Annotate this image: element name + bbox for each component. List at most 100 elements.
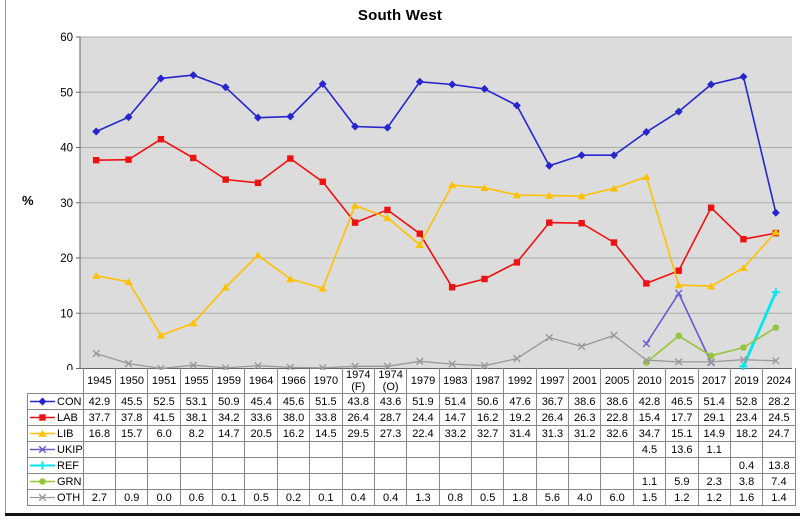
value-cell: 2.7 [82,489,117,506]
legend-label: GRN [57,475,82,488]
value-cell: 52.5 [147,393,181,410]
value-cell: 42.9 [82,393,117,410]
square-marker [222,176,229,183]
square-marker [610,239,618,246]
triangle-marker [189,319,198,327]
value-cell [470,441,505,458]
x-axis-label: 1959 [212,368,246,394]
value-cell [406,473,440,490]
triangle-marker [577,192,586,200]
value-cell: 1.3 [406,489,440,506]
x-axis-label: 1983 [438,368,473,394]
value-cell: 0.1 [212,489,246,506]
value-cell: 0.0 [147,489,181,506]
value-cell [373,457,408,474]
table-row-OTH: OTH 2.7 0.9 0.0 0.6 0.1 0.5 0.2 0.1 0.4 0.4 1.3 0.8 0… [27,489,796,506]
value-cell [406,441,440,458]
legend-label: OTH [57,491,81,504]
x-axis-label: 1970 [309,368,343,394]
diamond-marker [415,77,424,86]
y-tick-label: 60 [60,32,73,44]
value-cell [115,473,149,490]
x-marker [92,349,100,358]
diamond-marker [707,80,716,89]
value-cell: 38.6 [600,393,634,410]
value-cell: 8.2 [179,425,214,442]
value-cell [600,473,634,490]
value-cell: 13.8 [762,457,796,474]
triangle-marker [706,282,716,290]
table-row-LAB: LAB 37.7 37.8 41.5 38.1 34.2 33.6 38.0 33.8 26.4 2… [27,409,796,426]
value-cell [341,457,375,474]
value-cell: 31.2 [568,425,602,442]
circle-marker [707,352,715,360]
diamond-marker [254,113,262,122]
value-cell: 46.5 [665,393,699,410]
triangle-marker [739,264,748,272]
series-LIB [91,172,781,339]
value-cell: 0.2 [276,489,311,506]
diamond-marker [318,79,327,88]
value-cell [244,473,278,490]
value-cell: 41.5 [147,409,181,426]
value-cell [244,457,278,474]
value-cell: 16.2 [276,425,311,442]
value-cell: 0.5 [244,489,278,506]
triangle-marker [609,184,619,192]
value-cell [147,473,181,490]
y-tick-label: 30 [60,198,73,210]
table-row-GRN: GRN 1.1 5.9 2.3 3.8 7.4 [27,473,796,490]
diamond-marker [577,151,586,160]
diamond-marker [448,80,457,89]
value-cell: 34.7 [632,425,667,442]
legend-key-OTH: OTH [27,489,84,506]
triangle-marker [221,283,230,291]
table-row-UKIP: UKIP 4.5 13.6 1.1 [27,441,796,458]
diamond-marker [610,151,618,160]
value-cell [276,457,311,474]
value-cell: 20.5 [244,425,278,442]
triangle-marker [286,275,295,283]
x-axis-label: 1966 [276,368,311,394]
x-axis-label: 1992 [503,368,537,394]
x-axis-label: 1987 [470,368,505,394]
value-cell: 28.2 [762,393,796,410]
value-cell [341,473,375,490]
triangle-marker [771,228,781,236]
x-marker [642,356,651,365]
legend-marker-xcross-icon [30,445,55,454]
series-GRN [643,324,780,366]
value-cell: 16.8 [82,425,117,442]
table-corner-blank [28,368,84,394]
x-axis-label: 1945 [82,368,117,394]
value-cell [600,441,634,458]
legend-label: LIB [57,427,74,440]
triangle-marker [38,429,47,437]
table-row-LIB: LIB 16.8 15.7 6.0 8.2 14.7 20.5 16.2 14.5 29.5 27.… [27,425,796,442]
plus-marker [38,461,47,470]
square-marker [740,236,747,243]
x-axis-label: 1955 [179,368,214,394]
x-axis-label: 1997 [535,368,570,394]
value-cell: 29.5 [341,425,375,442]
x-marker [772,356,780,365]
legend-key-REF: REF [27,457,84,474]
square-marker [125,156,132,163]
x-axis-label: 2024 [762,368,796,394]
value-cell [503,473,537,490]
value-cell [212,441,246,458]
x-marker [577,342,586,351]
x-marker [610,331,618,340]
value-cell: 37.8 [115,409,149,426]
triangle-marker [253,251,263,259]
diamond-marker [92,127,101,136]
legend-key-GRN: GRN [27,473,84,490]
series-CON [92,71,780,217]
value-cell: 1.8 [503,489,537,506]
square-marker [157,136,165,143]
window-bottom-border [5,513,800,516]
legend-label: REF [57,459,79,472]
value-cell: 14.5 [309,425,343,442]
value-cell: 38.6 [568,393,602,410]
value-cell [341,441,375,458]
